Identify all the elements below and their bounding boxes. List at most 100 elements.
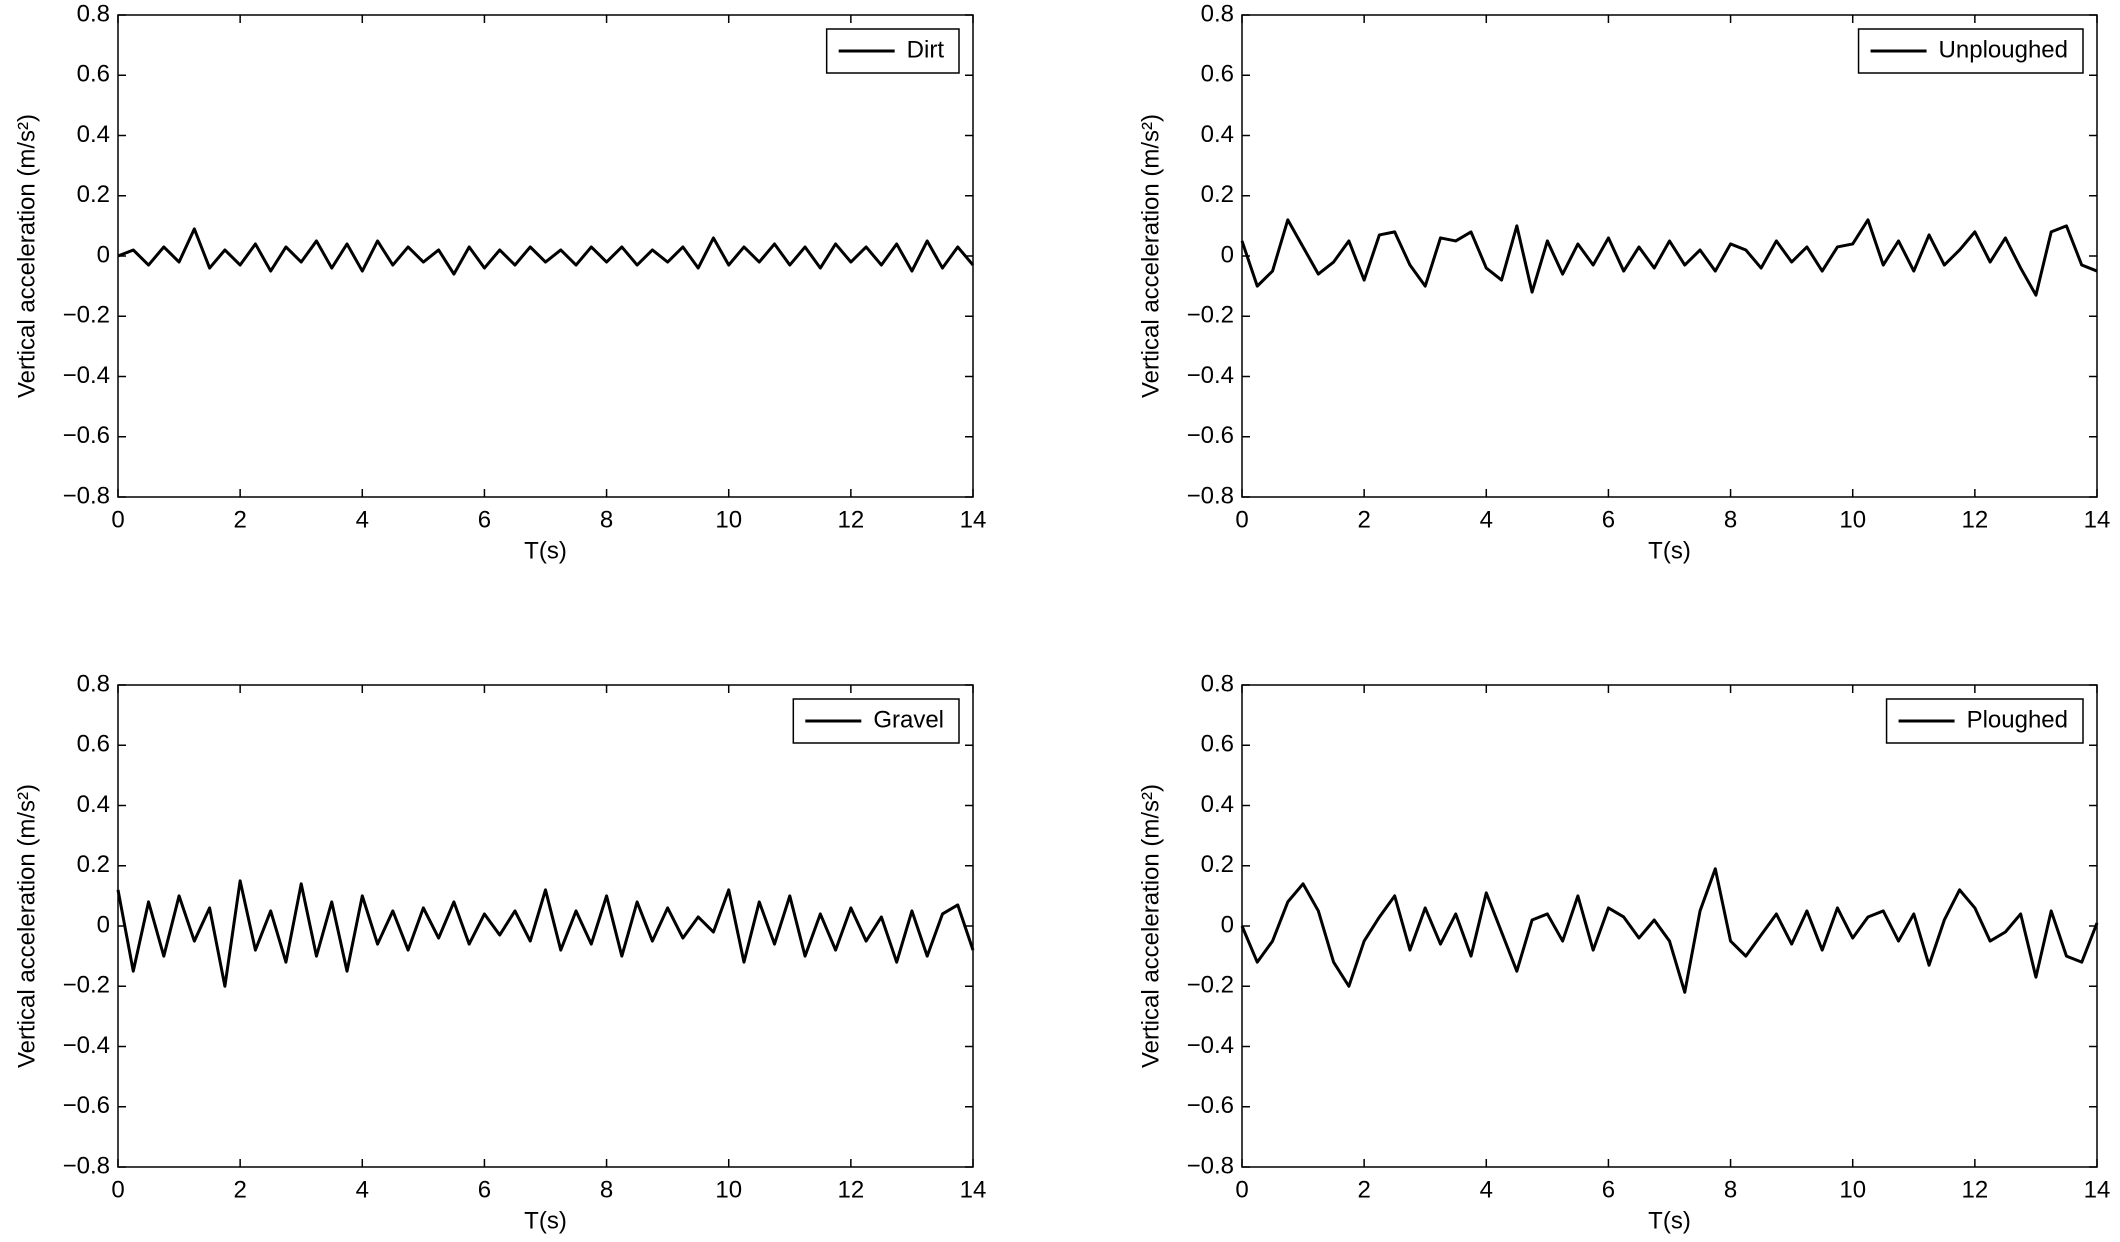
x-tick-label: 12 <box>838 1176 865 1203</box>
y-tick-label: −0.4 <box>1187 362 1234 389</box>
y-tick-label: 0.2 <box>77 181 110 208</box>
y-tick-label: 0.2 <box>1201 851 1234 878</box>
x-tick-label: 6 <box>478 1176 491 1203</box>
legend: Ploughed <box>1885 698 2084 744</box>
y-tick-label: 0.6 <box>77 731 110 758</box>
y-tick-label: 0.6 <box>1201 61 1234 88</box>
y-tick-label: −0.8 <box>63 482 110 509</box>
data-line <box>1240 218 2098 297</box>
x-tick-label: 4 <box>356 1176 369 1203</box>
x-tick-label: 14 <box>2084 1176 2111 1203</box>
legend-box <box>1857 28 2084 74</box>
x-tick-label: 2 <box>233 506 246 533</box>
y-tick-label: 0 <box>97 241 110 268</box>
x-tick-label: 8 <box>600 506 613 533</box>
x-tick-label: 0 <box>111 1176 124 1203</box>
x-tick-label: 10 <box>715 506 742 533</box>
y-tick-label: 0.8 <box>1201 670 1234 697</box>
x-tick-label: 8 <box>600 1176 613 1203</box>
y-tick-label: −0.6 <box>63 422 110 449</box>
y-axis-label: Vertical acceleration (m/s²) <box>1137 114 1164 398</box>
y-axis-label: Vertical acceleration (m/s²) <box>1137 784 1164 1068</box>
chart: −0.8 −0.6 −0.4 −0.2 0 0.2 0.4 0.6 0.8 0 2 4 6 8 10 12 14… <box>1137 670 2110 1234</box>
x-tick-label: 12 <box>1962 1176 1989 1203</box>
legend-label: Unploughed <box>1939 36 2068 63</box>
x-tick-label: 2 <box>1357 506 1370 533</box>
y-axis-label: Vertical acceleration (m/s²) <box>13 114 40 398</box>
y-tick-label: 0.2 <box>1201 181 1234 208</box>
data-line <box>1240 867 2099 994</box>
legend: Unploughed <box>1857 28 2084 74</box>
x-tick-label: 4 <box>1480 506 1493 533</box>
y-tick-label: 0.4 <box>77 121 110 148</box>
y-tick-label: 0.6 <box>77 61 110 88</box>
chart: −0.8 −0.6 −0.4 −0.2 0 0.2 0.4 0.6 0.8 0 2 4 6 8 10 12 14… <box>1137 0 2110 564</box>
y-tick-label: −0.4 <box>1187 1032 1234 1059</box>
y-tick-label: −0.6 <box>1187 422 1234 449</box>
x-tick-label: 6 <box>1602 1176 1615 1203</box>
x-tick-label: 14 <box>960 1176 987 1203</box>
chart: −0.8 −0.6 −0.4 −0.2 0 0.2 0.4 0.6 0.8 0 2 4 6 8 10 12 14… <box>13 670 986 1234</box>
y-tick-label: −0.2 <box>1187 302 1234 329</box>
y-tick-label: 0.4 <box>1201 791 1234 818</box>
legend-label: Dirt <box>907 36 945 63</box>
x-tick-label: 10 <box>1839 506 1866 533</box>
x-axis-label: T(s) <box>1648 1207 1691 1234</box>
y-tick-label: 0.4 <box>77 791 110 818</box>
x-tick-label: 12 <box>838 506 865 533</box>
y-tick-label: 0.6 <box>1201 731 1234 758</box>
x-tick-label: 10 <box>715 1176 742 1203</box>
x-tick-label: 2 <box>1357 1176 1370 1203</box>
plot-frame <box>1241 14 2098 498</box>
x-tick-label: 14 <box>2084 506 2111 533</box>
legend-label: Gravel <box>873 706 944 733</box>
y-tick-label: −0.8 <box>1187 1152 1234 1179</box>
y-tick-label: −0.6 <box>63 1092 110 1119</box>
data-line <box>116 879 975 988</box>
y-tick-label: −0.6 <box>1187 1092 1234 1119</box>
legend-box <box>792 698 960 744</box>
x-tick-label: 6 <box>478 506 491 533</box>
legend: Dirt <box>825 28 960 74</box>
x-tick-label: 0 <box>1235 1176 1248 1203</box>
y-tick-label: −0.2 <box>63 302 110 329</box>
y-tick-label: −0.8 <box>1187 482 1234 509</box>
y-tick-label: 0.4 <box>1201 121 1234 148</box>
x-tick-label: 10 <box>1839 1176 1866 1203</box>
y-tick-label: 0.8 <box>77 670 110 697</box>
plot-frame <box>1241 684 2098 1168</box>
x-tick-label: 2 <box>233 1176 246 1203</box>
legend-box <box>1885 698 2084 744</box>
x-tick-label: 8 <box>1724 1176 1737 1203</box>
y-tick-label: 0 <box>1221 241 1234 268</box>
x-tick-label: 4 <box>356 506 369 533</box>
y-axis-label: Vertical acceleration (m/s²) <box>13 784 40 1068</box>
x-axis-label: T(s) <box>524 1207 567 1234</box>
y-tick-label: −0.4 <box>63 362 110 389</box>
y-tick-label: 0.2 <box>77 851 110 878</box>
x-axis-label: T(s) <box>1648 537 1691 564</box>
y-tick-label: −0.2 <box>1187 972 1234 999</box>
x-tick-label: 8 <box>1724 506 1737 533</box>
x-tick-label: 4 <box>1480 1176 1493 1203</box>
legend-label: Ploughed <box>1967 706 2068 733</box>
y-tick-label: 0.8 <box>77 0 110 27</box>
y-tick-label: 0 <box>97 911 110 938</box>
x-tick-label: 6 <box>1602 506 1615 533</box>
y-tick-label: 0 <box>1221 911 1234 938</box>
legend-box <box>825 28 960 74</box>
y-tick-label: −0.4 <box>63 1032 110 1059</box>
legend: Gravel <box>792 698 960 744</box>
data-line <box>117 227 975 276</box>
y-tick-label: −0.2 <box>63 972 110 999</box>
y-tick-label: 0.8 <box>1201 0 1234 27</box>
x-axis-label: T(s) <box>524 537 567 564</box>
chart: −0.8 −0.6 −0.4 −0.2 0 0.2 0.4 0.6 0.8 0 2 4 6 8 10 12 14… <box>13 0 986 564</box>
y-tick-label: −0.8 <box>63 1152 110 1179</box>
x-tick-label: 0 <box>111 506 124 533</box>
x-tick-label: 12 <box>1962 506 1989 533</box>
x-tick-label: 14 <box>960 506 987 533</box>
x-tick-label: 0 <box>1235 506 1248 533</box>
